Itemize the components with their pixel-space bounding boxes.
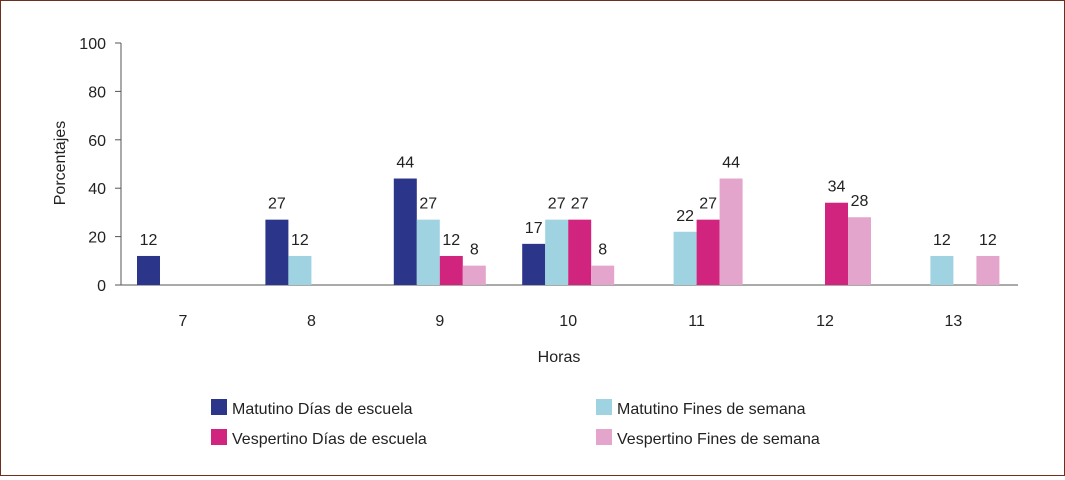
- bar: [393, 178, 417, 285]
- chart-bars: [137, 178, 1000, 285]
- bar: [462, 265, 486, 285]
- x-tick-label: 7: [179, 313, 188, 330]
- y-tick-label: 0: [97, 278, 106, 295]
- bar: [825, 202, 848, 285]
- bar-value-label: 27: [571, 196, 589, 213]
- bar: [848, 217, 871, 285]
- legend-label: Matutino Fines de semana: [617, 401, 806, 418]
- bar-value-label: 34: [828, 179, 846, 196]
- y-tick-label: 20: [88, 230, 106, 247]
- bar: [522, 243, 546, 285]
- bar-value-label: 28: [851, 193, 869, 210]
- y-tick-label: 40: [88, 181, 106, 198]
- chart-legend: Matutino Días de escuela Matutino Fines d…: [211, 399, 820, 448]
- legend-swatch: [596, 429, 612, 445]
- x-tick-label: 9: [435, 313, 444, 330]
- bar: [719, 178, 743, 285]
- y-tick-label: 100: [79, 36, 106, 53]
- bar-value-label: 12: [979, 232, 997, 249]
- legend-swatch: [211, 399, 227, 415]
- bar-value-label: 8: [470, 242, 479, 259]
- legend-label: Vespertino Días de escuela: [232, 431, 427, 448]
- x-tick-label: 12: [816, 313, 834, 330]
- bar: [416, 219, 440, 285]
- bar: [288, 255, 312, 285]
- bar-value-label: 44: [396, 155, 414, 172]
- bar-value-label: 27: [419, 196, 437, 213]
- bar: [673, 231, 697, 285]
- bar: [930, 255, 954, 285]
- legend-label: Vespertino Fines de semana: [617, 431, 820, 448]
- bar: [591, 265, 615, 285]
- bar-value-label: 12: [442, 232, 460, 249]
- legend-label: Matutino Días de escuela: [232, 401, 413, 418]
- x-tick-label: 8: [307, 313, 316, 330]
- x-tick-label: 10: [559, 313, 577, 330]
- bar-value-label: 12: [933, 232, 951, 249]
- legend-swatch: [211, 429, 227, 445]
- bar: [137, 255, 160, 285]
- bar-value-label: 27: [699, 196, 717, 213]
- bar-value-label: 12: [140, 232, 158, 249]
- bar: [545, 219, 569, 285]
- x-tick-label: 11: [688, 313, 705, 330]
- y-tick-label: 80: [88, 84, 106, 101]
- bar-value-label: 44: [722, 155, 740, 172]
- bar-value-label: 17: [525, 220, 543, 237]
- bar-value-label: 22: [676, 208, 694, 225]
- chart-axes: 0 20 40 60 80 100 7 8 9 10 11 12 13: [79, 36, 1018, 330]
- y-axis-title: Porcentajes: [52, 121, 69, 206]
- bar: [265, 219, 289, 285]
- x-tick-label: 13: [945, 313, 963, 330]
- chart-data-labels: 12 27 44 17 12 27 27 22 12 12 27 27 34 8 8 44 28 12: [140, 155, 997, 259]
- bar-value-label: 27: [268, 196, 286, 213]
- y-tick-label: 60: [88, 133, 106, 150]
- bar: [439, 255, 463, 285]
- bar: [568, 219, 592, 285]
- bar-value-label: 27: [548, 196, 566, 213]
- bar: [976, 255, 1000, 285]
- bar: [696, 219, 720, 285]
- bar-value-label: 12: [291, 232, 309, 249]
- bar-value-label: 8: [598, 242, 607, 259]
- x-axis-title: Horas: [538, 349, 581, 366]
- legend-swatch: [596, 399, 612, 415]
